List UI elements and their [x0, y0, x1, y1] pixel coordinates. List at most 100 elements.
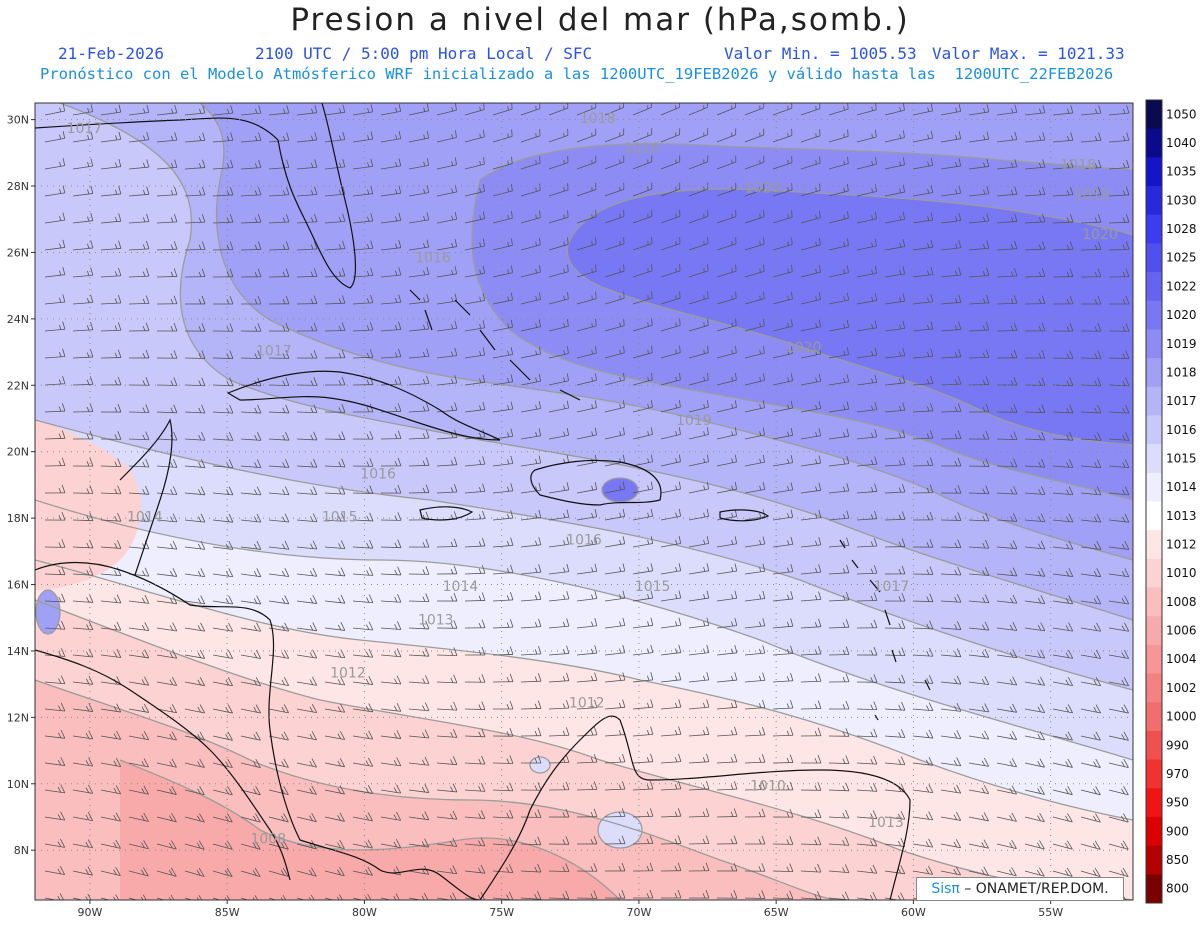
wind-barb [240, 867, 261, 877]
contour-label: 1016 [566, 533, 602, 549]
colorbar-label: 1002 [1166, 681, 1197, 695]
wind-barb [548, 509, 570, 521]
wind-barb [828, 809, 850, 819]
wind-barb [380, 103, 402, 116]
wind-barb [296, 295, 318, 305]
wind-barb [212, 350, 234, 359]
wind-barb [968, 158, 990, 170]
wind-barb [968, 349, 990, 359]
wind-barb [1052, 595, 1074, 605]
wind-barb [44, 757, 66, 766]
wind-barb [408, 430, 430, 440]
contour-label: 1013 [868, 815, 904, 831]
colorbar-swatch [1146, 358, 1162, 388]
wind-barb [744, 672, 766, 683]
wind-barb [352, 785, 374, 795]
colorbar-label: 1028 [1166, 222, 1197, 236]
wind-barb [856, 538, 878, 548]
lat-tick-label: 26N [7, 246, 29, 259]
wind-barb [240, 214, 262, 224]
colorbar-swatch [1146, 329, 1162, 359]
wind-barb [408, 402, 430, 413]
wind-barb [72, 784, 94, 794]
wind-barb [1080, 731, 1101, 741]
lon-tick-label: 85W [215, 906, 240, 919]
min-value: Valor Min. = 1005.53 [724, 44, 917, 63]
wind-barb [772, 400, 794, 413]
wind-barb [996, 622, 1018, 631]
wind-barb [828, 837, 850, 846]
wind-barb [660, 236, 681, 251]
wind-barb [968, 458, 990, 467]
wind-barb [968, 730, 990, 740]
wind-barb [240, 486, 262, 496]
wind-barb [968, 757, 990, 767]
wind-barb [520, 183, 541, 197]
wind-barb [996, 839, 1017, 850]
wind-barb [968, 839, 989, 849]
wind-barb [212, 159, 234, 170]
lon-tick-label: 55W [1038, 906, 1063, 919]
contour-label: 1019 [1074, 187, 1110, 203]
wind-barb [44, 702, 66, 712]
wind-barb [772, 373, 793, 386]
wind-barb [1024, 105, 1046, 116]
wind-barb [184, 214, 206, 224]
wind-barb [212, 241, 234, 251]
wind-barb [520, 863, 542, 873]
wind-barb [464, 129, 485, 143]
wind-barb [1024, 731, 1045, 741]
wind-barb [156, 622, 178, 632]
wind-barb [576, 482, 598, 494]
wind-barb [324, 867, 345, 877]
wind-barb [212, 813, 233, 823]
wind-barb [492, 211, 513, 224]
wind-barb [184, 105, 206, 116]
wind-barb [604, 672, 626, 683]
valid-time: 2100 UTC / 5:00 pm Hora Local / SFC [255, 44, 593, 63]
wind-barb [72, 621, 94, 631]
wind-barb [72, 104, 94, 116]
colorbar-label: 1014 [1166, 480, 1197, 494]
wind-barb [940, 593, 962, 603]
wind-barb [436, 674, 458, 684]
wind-barb [380, 702, 402, 712]
lat-tick-label: 22N [7, 379, 29, 392]
wind-barb [128, 186, 150, 197]
wind-barb [1108, 677, 1129, 687]
lat-tick-label: 30N [7, 114, 29, 127]
wind-barb [492, 238, 513, 251]
wind-barb [296, 104, 318, 116]
wind-barb [1024, 840, 1045, 850]
wind-barb [128, 812, 149, 822]
wind-barb [100, 866, 121, 877]
colorbar-swatch [1146, 501, 1162, 531]
wind-barb [660, 835, 682, 845]
wind-barb [72, 703, 94, 712]
wind-barb [352, 104, 374, 116]
wind-barb [128, 104, 150, 116]
contour-label: 1016 [624, 141, 660, 157]
wind-barb [100, 839, 121, 849]
wind-barb [576, 373, 597, 386]
colorbar-label: 800 [1166, 882, 1189, 896]
wind-barb [828, 211, 849, 224]
wind-barb [1052, 622, 1074, 632]
wind-barb [576, 182, 597, 197]
wind-barb [296, 622, 318, 632]
wind-barb [352, 322, 374, 332]
wind-barb [632, 563, 654, 575]
wind-barb [1080, 132, 1102, 143]
wind-barb [268, 677, 290, 687]
wind-barb [800, 673, 822, 683]
wind-barb [520, 509, 542, 521]
wind-barb [576, 103, 597, 116]
wind-barb [1024, 404, 1046, 414]
wind-barb [632, 372, 653, 386]
wind-barb [996, 567, 1018, 577]
colorbar-swatch [1146, 214, 1162, 244]
wind-barb [296, 595, 318, 604]
wind-barb [828, 156, 849, 170]
wind-barb [352, 349, 374, 359]
wind-barb [1080, 813, 1101, 823]
